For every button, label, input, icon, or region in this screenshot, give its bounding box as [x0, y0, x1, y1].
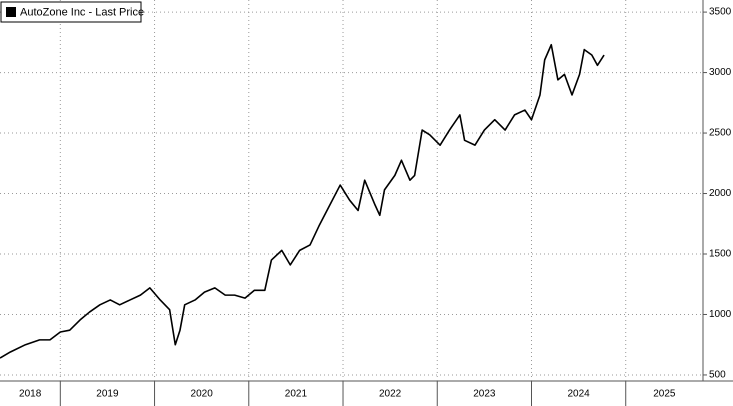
x-tick-label: 2024	[567, 389, 590, 400]
x-tick-label: 2025	[653, 389, 676, 400]
legend-swatch	[6, 7, 16, 17]
y-tick-label: 2000	[709, 188, 732, 199]
legend-label: AutoZone Inc - Last Price	[20, 6, 144, 18]
x-tick-label: 2019	[96, 389, 119, 400]
y-tick-label: 2500	[709, 128, 732, 139]
y-tick-label: 1000	[709, 309, 732, 320]
legend-box	[0, 1, 142, 23]
legend: AutoZone Inc - Last Price	[0, 1, 144, 23]
x-tick-label: 2022	[379, 389, 402, 400]
x-tick-label: 2021	[285, 389, 308, 400]
price-line	[0, 43, 605, 359]
y-tick-label: 1500	[709, 249, 732, 260]
y-tick-label: 3000	[709, 67, 732, 78]
x-tick-label: 2018	[19, 389, 42, 400]
x-tick-label: 2020	[191, 389, 214, 400]
y-tick-label: 500	[709, 370, 726, 381]
x-tick-label: 2023	[473, 389, 496, 400]
y-tick-label: 3500	[709, 7, 732, 18]
